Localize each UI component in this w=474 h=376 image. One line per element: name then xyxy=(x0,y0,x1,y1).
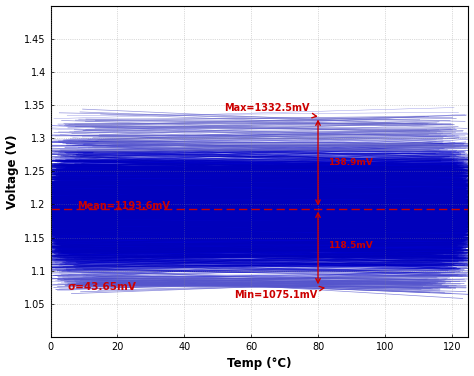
Y-axis label: Voltage (V): Voltage (V) xyxy=(6,134,18,209)
X-axis label: Temp (°C): Temp (°C) xyxy=(227,358,292,370)
Text: σ=43.65mV: σ=43.65mV xyxy=(67,282,136,292)
Text: Max=1332.5mV: Max=1332.5mV xyxy=(224,103,317,118)
Text: 118.5mV: 118.5mV xyxy=(328,241,373,250)
Text: 138.9mV: 138.9mV xyxy=(328,158,373,167)
Text: Min=1075.1mV: Min=1075.1mV xyxy=(235,287,324,300)
Text: Mean=1193.6mV: Mean=1193.6mV xyxy=(77,202,170,211)
